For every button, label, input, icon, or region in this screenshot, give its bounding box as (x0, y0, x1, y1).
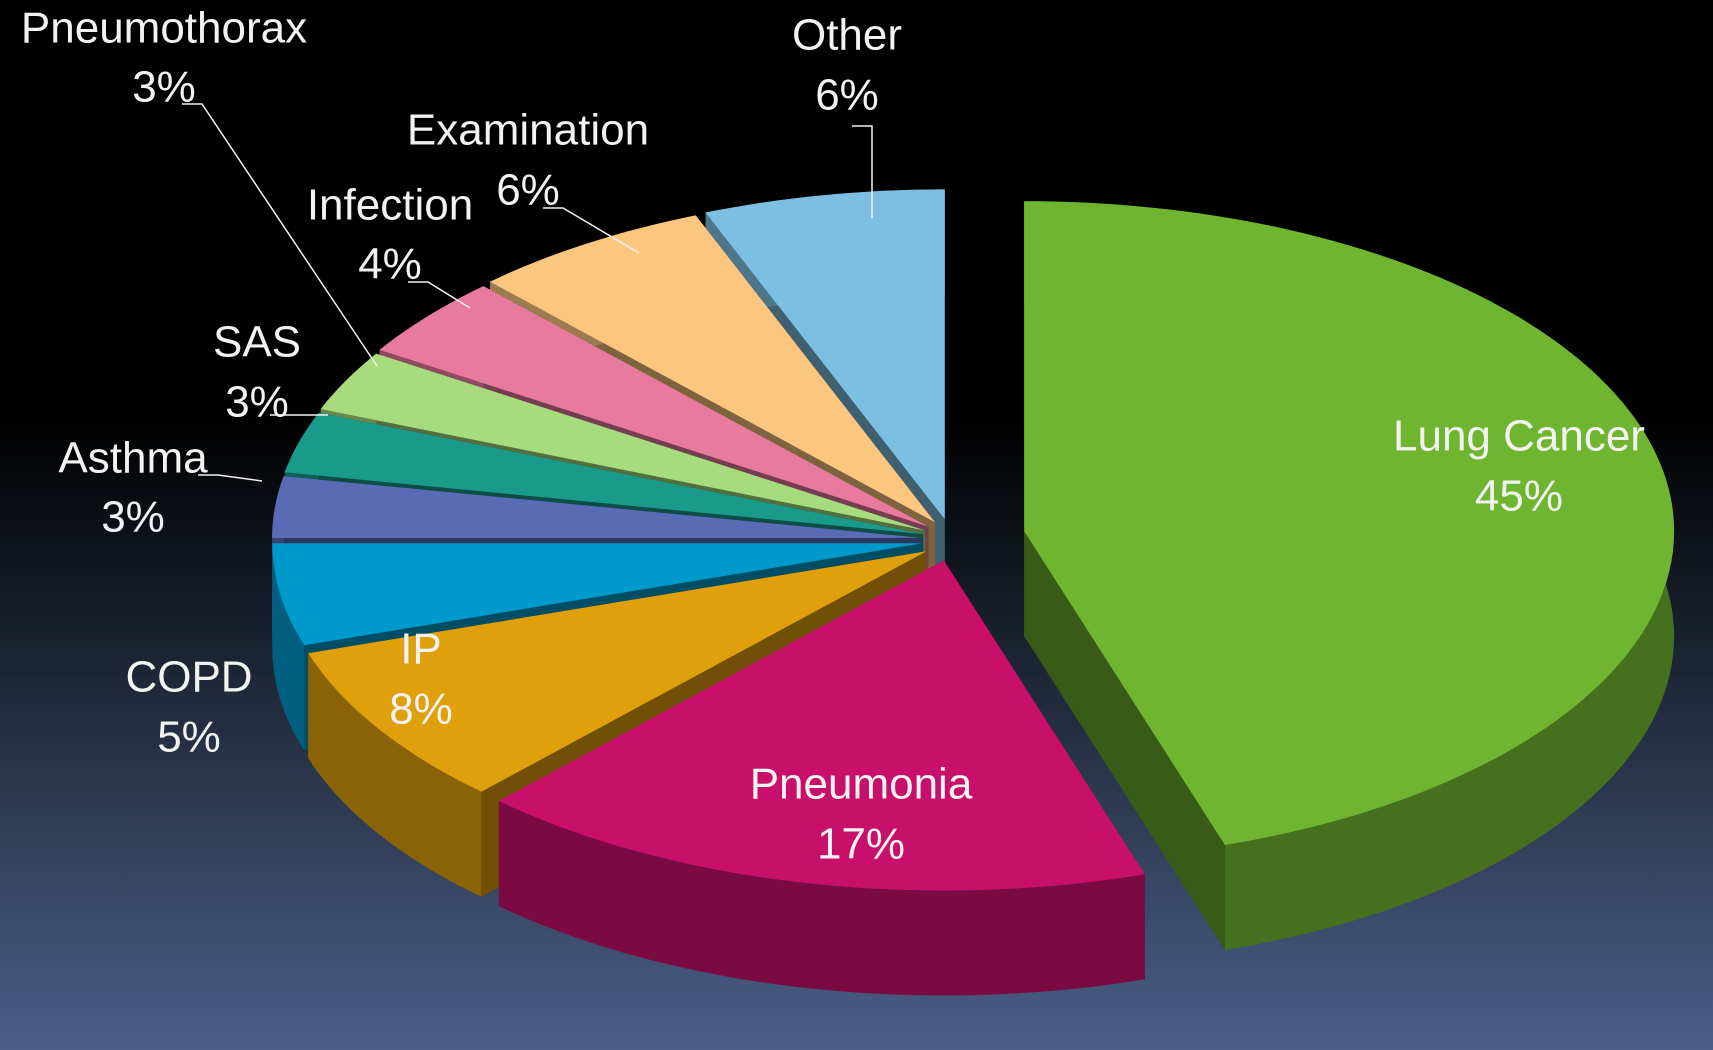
slice-label: Infection (307, 181, 473, 230)
slice-value-label: 45% (1475, 472, 1563, 521)
slice-label: COPD (125, 653, 252, 702)
slice-value-label: 4% (358, 240, 422, 289)
slice-label: IP (400, 625, 442, 674)
slice-group (1024, 201, 1675, 950)
slice-label: SAS (213, 318, 301, 367)
slice-value-label: 5% (157, 713, 221, 762)
slice (272, 476, 923, 538)
slice-value-label: 3% (132, 63, 196, 112)
slice-wall (308, 653, 482, 897)
slice-label: Examination (407, 106, 649, 155)
slice (272, 543, 923, 646)
slice-value-label: 3% (225, 378, 289, 427)
leader-line (198, 474, 263, 482)
slice (1024, 201, 1675, 845)
slice-value-label: 8% (389, 685, 453, 734)
slice (320, 353, 926, 531)
leader-line (408, 281, 471, 309)
slice-label: Pneumonia (750, 760, 973, 809)
slice-side (1024, 531, 1225, 950)
slice-value-label: 3% (101, 493, 165, 542)
slice-label: Other (792, 11, 902, 60)
slice-label: Lung Cancer (1393, 412, 1645, 461)
leader-line (182, 103, 378, 367)
slice (379, 286, 929, 527)
slice-wall (272, 543, 305, 751)
slice (705, 189, 945, 520)
slice-value-label: 17% (817, 820, 905, 869)
slice-label: Pneumothorax (21, 4, 307, 53)
slice-group (498, 560, 1145, 996)
slice-label: Asthma (58, 434, 208, 483)
leader-line (543, 207, 640, 254)
leader-line (852, 125, 873, 218)
slice (498, 560, 1145, 891)
slice (308, 551, 927, 792)
slice (490, 215, 935, 523)
slice (284, 412, 924, 535)
slice-value-label: 6% (815, 71, 879, 120)
slice-wall (498, 801, 1145, 996)
slice-value-label: 6% (496, 166, 560, 215)
